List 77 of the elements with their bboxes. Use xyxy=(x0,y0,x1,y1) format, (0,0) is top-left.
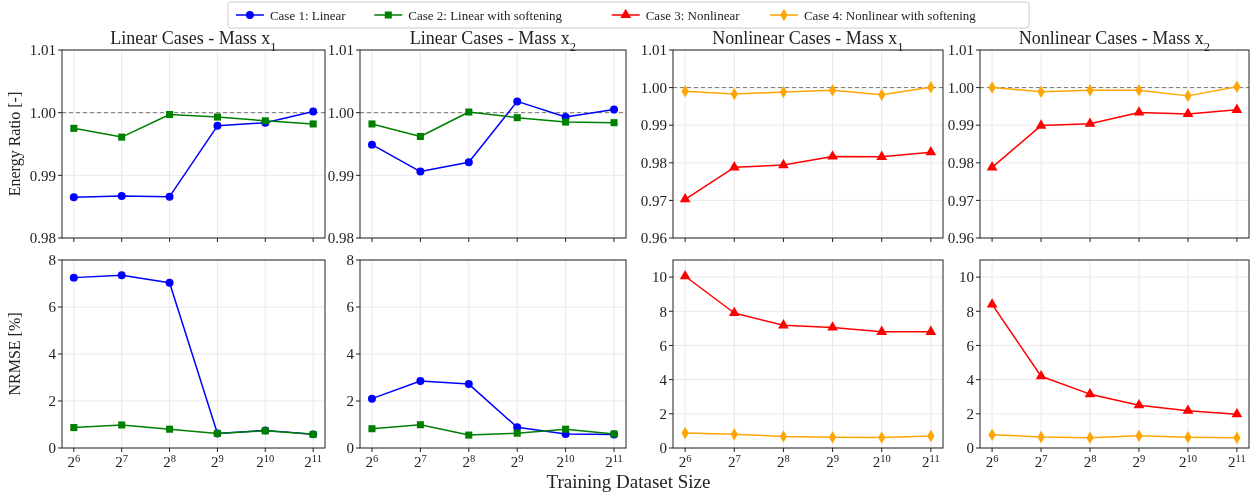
y-axis-title: NRMSE [%] xyxy=(6,312,23,396)
y-tick-label: 2 xyxy=(966,406,974,423)
y-tick-label: 0.97 xyxy=(947,192,975,209)
y-tick-label: 8 xyxy=(966,303,974,320)
y-tick-label: 0.99 xyxy=(327,167,354,184)
y-tick-label: 0 xyxy=(48,440,56,457)
x-tick-label: 2$^{7}$ xyxy=(1034,452,1048,470)
y-tick-label: 0.99 xyxy=(29,167,56,184)
y-tick-label: 0 xyxy=(346,440,354,457)
y-tick-label: 1.00 xyxy=(327,104,354,121)
x-tick-label: 2$^{8}$ xyxy=(1083,452,1097,470)
x-tick-label: 2$^{6}$ xyxy=(985,452,999,470)
y-tick-label: 0.98 xyxy=(947,155,974,172)
y-tick-label: 1.00 xyxy=(29,104,56,121)
x-tick-label: 2$^{10}$ xyxy=(256,452,275,470)
x-tick-label: 2$^{11}$ xyxy=(605,452,623,470)
y-tick-label: 1.01 xyxy=(947,42,974,59)
legend-label: Case 3: Nonlinear xyxy=(645,7,741,23)
y-tick-label: 6 xyxy=(346,299,355,316)
y-tick-label: 1.01 xyxy=(29,42,56,59)
x-tick-label: 2$^{6}$ xyxy=(365,452,379,470)
y-tick-label: 1.01 xyxy=(327,42,354,59)
x-tick-label: 2$^{8}$ xyxy=(462,452,476,470)
y-axis-title: Energy Ratio [-] xyxy=(6,91,24,197)
chart-title: Linear Cases - Mass x$_{1}$ xyxy=(110,28,277,54)
legend-label: Case 2: Linear with softening xyxy=(408,7,563,23)
chart-title: Linear Cases - Mass x$_{2}$ xyxy=(409,28,577,54)
y-tick-label: 0.99 xyxy=(640,117,667,134)
y-tick-label: 1.00 xyxy=(640,79,667,96)
y-tick-label: 0.99 xyxy=(947,117,974,134)
x-tick-label: 2$^{7}$ xyxy=(115,452,129,470)
y-tick-label: 0.96 xyxy=(947,230,975,247)
y-tick-label: 2 xyxy=(48,393,56,410)
x-tick-label: 2$^{8}$ xyxy=(163,452,176,470)
x-tick-label: 2$^{9}$ xyxy=(510,452,524,470)
x-tick-label: 2$^{9}$ xyxy=(826,452,839,470)
x-tick-label: 2$^{10}$ xyxy=(556,452,575,470)
y-tick-label: 4 xyxy=(659,371,668,388)
x-tick-label: 2$^{9}$ xyxy=(1132,452,1146,470)
x-tick-label: 2$^{10}$ xyxy=(1178,452,1197,470)
y-tick-label: 2 xyxy=(346,393,354,410)
y-tick-label: 1.00 xyxy=(947,79,974,96)
chart-title: Nonlinear Cases - Mass x$_{2}$ xyxy=(1018,28,1211,54)
y-tick-label: 0.96 xyxy=(640,230,668,247)
y-tick-label: 10 xyxy=(652,269,667,286)
y-tick-label: 6 xyxy=(966,337,975,354)
y-tick-label: 0 xyxy=(966,440,974,457)
y-tick-label: 4 xyxy=(346,346,355,363)
y-tick-label: 8 xyxy=(346,252,354,269)
y-tick-label: 0.97 xyxy=(640,192,668,209)
y-tick-label: 8 xyxy=(48,252,56,269)
y-tick-label: 0.98 xyxy=(640,155,667,172)
y-tick-label: 0.98 xyxy=(327,230,354,247)
x-tick-label: 2$^{9}$ xyxy=(211,452,224,470)
x-tick-label: 2$^{11}$ xyxy=(1228,452,1246,470)
x-tick-label: 2$^{7}$ xyxy=(414,452,427,470)
legend-label: Case 4: Nonlinear with softening xyxy=(803,7,977,23)
y-tick-label: 6 xyxy=(48,299,57,316)
y-tick-label: 6 xyxy=(659,337,668,354)
x-tick-label: 2$^{6}$ xyxy=(67,452,81,470)
x-axis-title: Training Dataset Size xyxy=(546,471,711,492)
legend-label: Case 1: Linear xyxy=(269,7,347,23)
y-tick-label: 0.98 xyxy=(29,230,56,247)
x-tick-label: 2$^{8}$ xyxy=(777,452,790,470)
chart-title: Nonlinear Cases - Mass x$_{1}$ xyxy=(712,28,904,54)
x-tick-label: 2$^{7}$ xyxy=(727,452,741,470)
y-tick-label: 4 xyxy=(966,371,975,388)
y-tick-label: 8 xyxy=(659,303,667,320)
x-tick-label: 2$^{10}$ xyxy=(872,452,891,470)
y-tick-label: 0 xyxy=(659,440,667,457)
x-tick-label: 2$^{11}$ xyxy=(304,452,322,470)
x-tick-label: 2$^{6}$ xyxy=(678,452,692,470)
y-tick-label: 4 xyxy=(48,346,57,363)
y-tick-label: 2 xyxy=(659,406,667,423)
x-tick-label: 2$^{11}$ xyxy=(922,452,940,470)
y-tick-label: 10 xyxy=(959,269,974,286)
y-tick-label: 1.01 xyxy=(640,42,667,59)
